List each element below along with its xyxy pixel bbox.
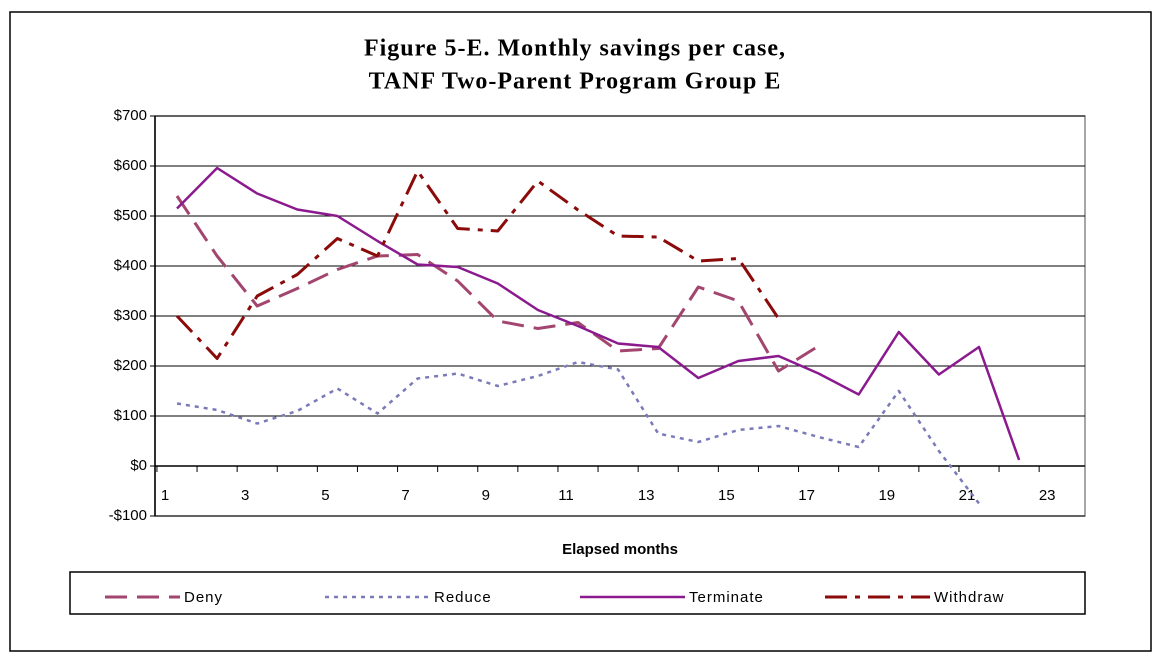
y-tick-label: $300 (114, 307, 147, 324)
y-tick-label: $600 (114, 157, 147, 174)
y-tick-label: -$100 (109, 507, 147, 524)
x-tick-label: 7 (401, 487, 409, 504)
x-tick-label: 3 (241, 487, 249, 504)
legend-label: Deny (184, 589, 223, 606)
x-tick-label: 19 (878, 487, 895, 504)
y-tick-label: $200 (114, 357, 147, 374)
y-tick-label: $100 (114, 407, 147, 424)
chart-title: Figure 5-E. Monthly savings per case, (364, 36, 786, 62)
series-line (176, 166, 1021, 461)
x-tick-label: 23 (1039, 487, 1056, 504)
legend-label: Terminate (689, 589, 764, 606)
y-tick-label: $700 (114, 107, 147, 124)
x-tick-label: 5 (321, 487, 329, 504)
chart-title: TANF Two-Parent Program Group E (369, 69, 782, 95)
x-tick-label: 21 (959, 487, 976, 504)
x-tick-label: 13 (638, 487, 655, 504)
y-tick-label: $0 (130, 457, 147, 474)
series-line (175, 195, 820, 373)
legend-label: Withdraw (934, 589, 1005, 606)
y-tick-label: $400 (114, 257, 147, 274)
x-tick-label: 11 (558, 487, 574, 504)
y-tick-label: $500 (114, 207, 147, 224)
x-tick-label: 17 (798, 487, 815, 504)
x-tick-label: 15 (718, 487, 735, 504)
x-tick-label: 1 (161, 487, 169, 504)
legend-label: Reduce (434, 589, 492, 606)
x-axis-label: Elapsed months (562, 541, 678, 558)
x-tick-label: 9 (482, 487, 490, 504)
legend (69, 571, 1086, 615)
series-line (175, 169, 780, 360)
